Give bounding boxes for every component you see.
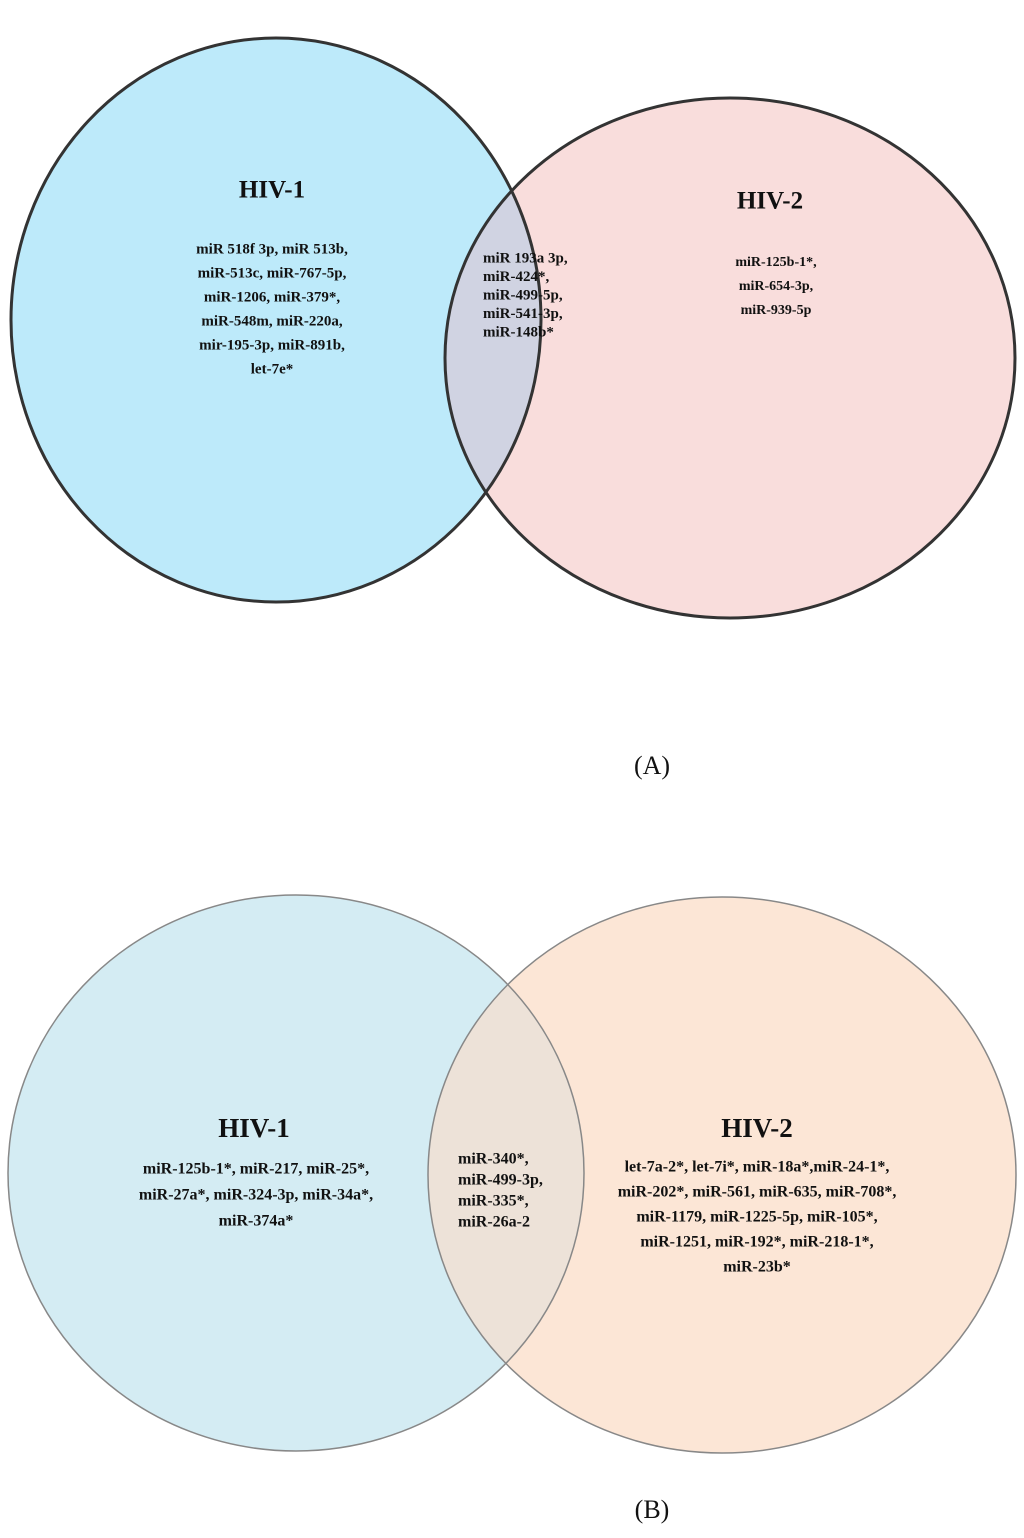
set-label: HIV-2 (737, 188, 803, 215)
set-item-line: miR-548m, miR-220a, (201, 313, 342, 329)
set-item-line: miR-125b-1*, miR-217, miR-25*, (143, 1161, 369, 1178)
set-item-line: miR-125b-1*, (735, 255, 816, 270)
set-item-line: let-7e* (251, 361, 293, 377)
set-item-line: miR-654-3p, (739, 279, 813, 294)
set-item-line: miR-513c, miR-767-5p, (198, 265, 347, 281)
set-item-line: miR-202*, miR-561, miR-635, miR-708*, (618, 1184, 897, 1201)
venn-b (7, 894, 1017, 1454)
set-item-line: miR-1251, miR-192*, miR-218-1*, (640, 1234, 873, 1251)
venn-a (9, 36, 1017, 620)
set-item-line: miR-374a* (219, 1213, 294, 1230)
circle-right (445, 98, 1015, 618)
set-item-line: miR-499-3p, (458, 1172, 543, 1189)
set-item-line: miR 518f 3p, miR 513b, (196, 241, 348, 257)
panel-caption: (B) (635, 1495, 670, 1524)
set-label: HIV-1 (239, 177, 305, 204)
set-label: HIV-2 (721, 1113, 793, 1143)
circle-left (8, 895, 584, 1451)
set-item-line: miR-23b* (723, 1259, 791, 1276)
circle-outline (443, 96, 1017, 620)
set-item-line: miR 193a 3p, (483, 250, 568, 266)
set-item-line: miR-499-5p, (483, 287, 563, 303)
circle-outline (427, 896, 1017, 1454)
circle-left (11, 38, 541, 602)
set-label: HIV-1 (218, 1113, 290, 1143)
set-item-line: miR-541-3p, (483, 306, 563, 322)
set-item-line: let-7a-2*, let-7i*, miR-18a*,miR-24-1*, (625, 1159, 890, 1176)
circle-right (428, 897, 1016, 1453)
set-item-line: miR-335*, (458, 1193, 529, 1210)
set-item-line: miR-148b* (483, 324, 554, 340)
set-item-line: miR-26a-2 (458, 1214, 530, 1231)
set-item-line: miR-1206, miR-379*, (204, 289, 340, 305)
circle-outline (9, 36, 543, 604)
set-item-line: miR-27a*, miR-324-3p, miR-34a*, (139, 1187, 373, 1204)
set-item-line: mir-195-3p, miR-891b, (199, 337, 345, 353)
set-item-line: miR-1179, miR-1225-5p, miR-105*, (636, 1209, 877, 1226)
set-item-line: miR-340*, (458, 1151, 529, 1168)
circle-outline (7, 894, 585, 1452)
set-item-line: miR-424*, (483, 269, 549, 285)
panel-caption: (A) (634, 751, 670, 780)
set-item-line: miR-939-5p (741, 303, 812, 318)
